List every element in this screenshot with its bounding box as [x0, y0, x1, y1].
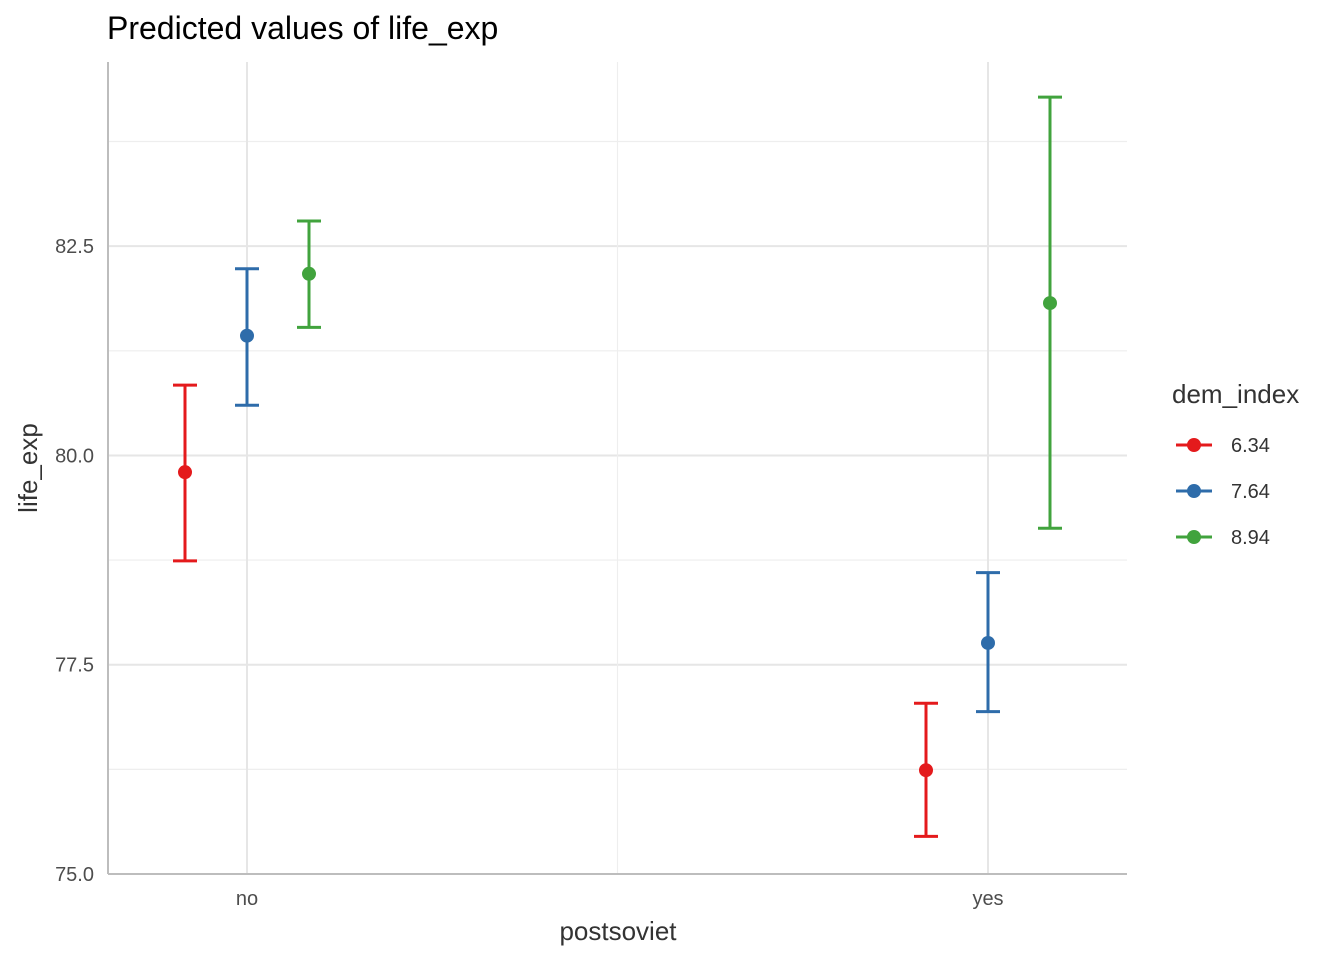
data-point	[919, 763, 933, 778]
legend-label: 7.64	[1231, 481, 1270, 503]
x-axis-title: postsoviet	[559, 916, 677, 946]
legend-label: 8.94	[1231, 527, 1270, 549]
y-tick-label: 82.5	[55, 236, 94, 258]
legend-key-point	[1187, 530, 1201, 544]
y-tick-label: 77.5	[55, 655, 94, 677]
tick-labels: 75.0 77.5 80.0 82.5 no yes	[55, 236, 1004, 910]
data-marks	[173, 95, 1062, 838]
chart-title: Predicted values of life_exp	[107, 10, 498, 46]
series-7.64	[235, 267, 1000, 714]
legend-label: 6.34	[1231, 435, 1270, 457]
legend-key-point	[1187, 438, 1201, 452]
legend-key-point	[1187, 484, 1201, 498]
gridlines	[108, 62, 1127, 875]
legend: dem_index 6.34 7.64 8.94	[1172, 379, 1299, 549]
data-point	[1043, 296, 1057, 311]
data-point	[302, 266, 316, 281]
y-tick-label: 80.0	[55, 445, 94, 467]
y-tick-label: 75.0	[55, 864, 94, 886]
legend-item: 6.34	[1176, 435, 1270, 457]
data-point	[178, 465, 192, 480]
axes	[107, 62, 1127, 875]
series-6.34	[173, 383, 938, 838]
y-axis-title: life_exp	[13, 423, 43, 513]
data-point	[240, 328, 254, 343]
series-8.94	[297, 95, 1062, 530]
x-tick-label: yes	[972, 888, 1003, 910]
x-tick-label: no	[236, 888, 258, 910]
data-point	[981, 635, 995, 650]
legend-item: 8.94	[1176, 527, 1270, 549]
legend-item: 7.64	[1176, 481, 1270, 503]
legend-title: dem_index	[1172, 379, 1299, 409]
